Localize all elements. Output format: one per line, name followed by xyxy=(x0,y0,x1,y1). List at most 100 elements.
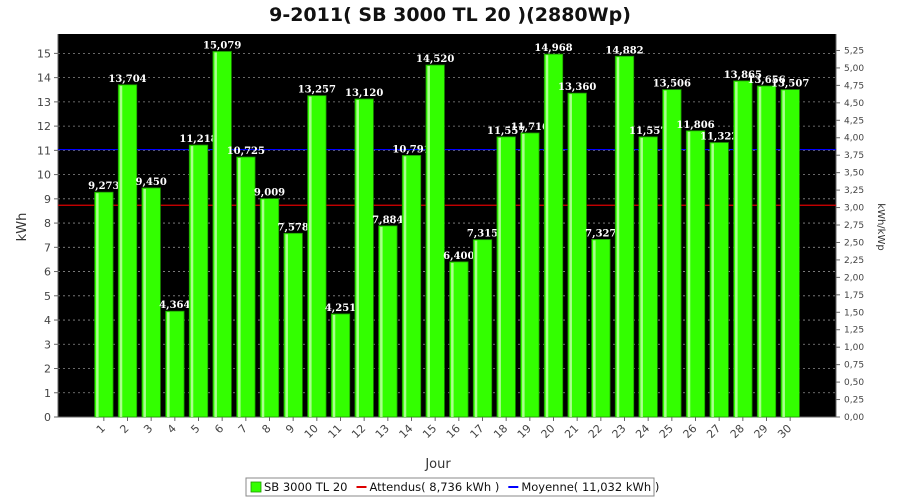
x-tick-label: 3 xyxy=(141,422,155,436)
data-label: 11,218 xyxy=(179,134,217,145)
data-label: 13,120 xyxy=(345,88,383,99)
x-tick-label: 12 xyxy=(349,422,368,441)
y2-tick-label: 0,00 xyxy=(844,413,864,423)
data-label: 13,506 xyxy=(653,79,691,90)
y2-tick-label: 4,25 xyxy=(844,116,864,126)
data-label: 10,725 xyxy=(227,146,265,157)
data-label: 14,520 xyxy=(416,54,454,65)
bar-highlight xyxy=(616,57,620,418)
bar-highlight xyxy=(687,131,691,417)
data-label: 13,257 xyxy=(298,85,336,96)
y-tick-label: 5 xyxy=(44,290,51,303)
x-tick-label: 11 xyxy=(326,422,345,441)
x-tick-label: 24 xyxy=(633,422,652,441)
plot-area xyxy=(58,34,836,417)
y2-tick-label: 4,00 xyxy=(844,134,864,144)
y2-tick-label: 2,00 xyxy=(844,273,864,283)
data-label: 9,009 xyxy=(254,188,285,199)
y-tick-label: 11 xyxy=(37,144,51,157)
y-tick-label: 0 xyxy=(44,411,51,424)
bar-highlight xyxy=(309,96,312,417)
bar-highlight xyxy=(569,94,572,417)
legend-label: Moyenne( 11,032 kWh ) xyxy=(521,480,659,494)
x-axis-title: Jour xyxy=(424,457,451,472)
bar-highlight xyxy=(96,193,99,417)
y2-tick-label: 0,25 xyxy=(844,396,864,406)
y-tick-label: 3 xyxy=(44,338,51,351)
x-tick-label: 20 xyxy=(539,422,558,441)
bar-highlight xyxy=(167,312,170,417)
bar-highlight xyxy=(664,90,667,417)
y-tick-label: 13 xyxy=(37,96,51,109)
x-tick-label: 1 xyxy=(94,422,108,436)
data-label: 11,806 xyxy=(676,120,714,131)
bar-highlight xyxy=(332,314,336,417)
data-label: 15,079 xyxy=(203,40,241,51)
y2-tick-label: 3,00 xyxy=(844,204,864,214)
data-label: 6,400 xyxy=(443,251,474,262)
x-tick-label: 27 xyxy=(704,422,723,441)
y2-tick-label: 3,75 xyxy=(844,151,864,161)
bar-highlight xyxy=(735,81,738,417)
data-label: 11,557 xyxy=(487,126,525,137)
bar-highlight xyxy=(356,99,359,418)
data-label: 13,704 xyxy=(108,74,146,85)
legend-swatch xyxy=(250,481,262,493)
bar-highlight xyxy=(451,262,454,417)
y-tick-label: 14 xyxy=(37,72,51,85)
data-label: 7,578 xyxy=(278,222,309,233)
data-label: 7,884 xyxy=(372,215,403,226)
y2-tick-label: 5,00 xyxy=(844,64,864,74)
data-label: 4,364 xyxy=(159,300,190,311)
y2-tick-label: 2,75 xyxy=(844,221,864,231)
data-label: 13,360 xyxy=(558,82,596,93)
y2-tick-label: 3,25 xyxy=(844,186,864,196)
bar-highlight xyxy=(214,52,217,417)
y2-tick-label: 2,25 xyxy=(844,256,864,266)
x-tick-label: 18 xyxy=(491,422,510,441)
y-axis-title: kWh xyxy=(15,213,30,242)
y-tick-label: 15 xyxy=(37,47,51,60)
bar-highlight xyxy=(498,137,501,417)
x-tick-label: 21 xyxy=(562,422,581,441)
data-label: 14,968 xyxy=(534,43,572,54)
x-tick-label: 13 xyxy=(373,422,392,441)
y2-tick-label: 3,50 xyxy=(844,169,864,179)
bar-highlight xyxy=(261,199,265,417)
x-tick-label: 30 xyxy=(775,422,794,441)
x-tick-label: 26 xyxy=(681,422,700,441)
x-tick-label: 10 xyxy=(302,422,321,441)
bar-highlight xyxy=(758,86,762,417)
legend-label: SB 3000 TL 20 xyxy=(264,480,348,494)
bar-highlight xyxy=(119,85,123,417)
data-label: 11,322 xyxy=(700,132,738,143)
y-tick-label: 4 xyxy=(44,314,51,327)
y2-tick-label: 5,25 xyxy=(844,46,864,56)
bar-highlight xyxy=(522,133,525,417)
x-tick-label: 23 xyxy=(610,422,629,441)
x-tick-label: 14 xyxy=(397,422,416,441)
x-tick-label: 29 xyxy=(752,422,771,441)
x-tick-label: 19 xyxy=(515,422,534,441)
data-label: 13,656 xyxy=(747,75,785,86)
x-tick-label: 4 xyxy=(165,422,179,436)
y2-axis-title: kWh/kWp xyxy=(875,203,886,250)
data-label: 4,251 xyxy=(325,303,356,314)
bar-highlight xyxy=(427,66,430,418)
x-tick-label: 22 xyxy=(586,422,605,441)
x-tick-label: 8 xyxy=(259,422,273,436)
y2-tick-label: 4,50 xyxy=(844,99,864,109)
data-label: 10,791 xyxy=(392,144,430,155)
x-tick-label: 2 xyxy=(117,422,131,436)
data-label: 13,865 xyxy=(724,70,762,81)
bar-highlight xyxy=(711,143,714,417)
y2-tick-label: 1,75 xyxy=(844,291,864,301)
data-label: 11,716 xyxy=(511,122,549,133)
x-tick-label: 6 xyxy=(212,422,226,436)
y2-tick-label: 0,50 xyxy=(844,378,864,388)
bar-highlight xyxy=(403,156,407,417)
x-tick-label: 15 xyxy=(420,422,439,441)
y-tick-label: 6 xyxy=(44,266,51,279)
